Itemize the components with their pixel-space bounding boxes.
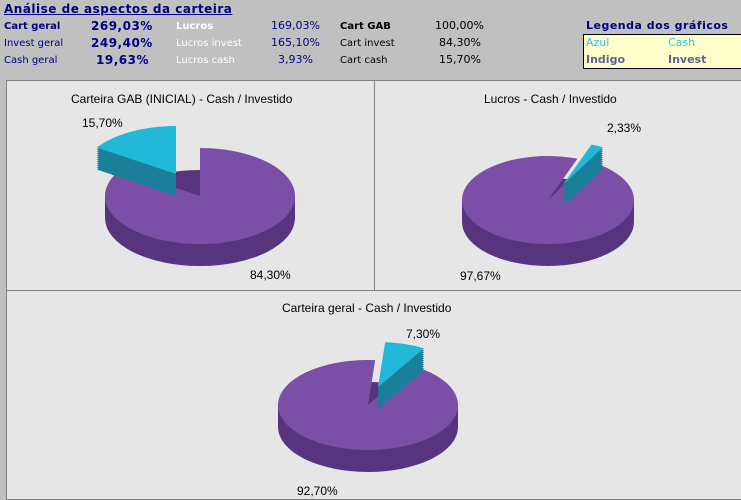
cash-label: 7,30% (406, 327, 441, 341)
pie-slice-cash (562, 144, 603, 186)
pie-side-cash (562, 152, 603, 194)
summary-value: 84,30% (439, 36, 481, 49)
summary-value: 15,70% (439, 53, 481, 66)
summary-label: Lucros cash (176, 55, 235, 66)
pie-slice-invest (462, 156, 635, 244)
summary-value: 169,03% (271, 19, 320, 32)
pie-side-cash (562, 156, 603, 198)
chart-title: Carteira geral - Cash / Investido (282, 301, 452, 315)
summary-label: Lucros (176, 21, 214, 32)
invest-label: 92,70% (297, 484, 338, 498)
pie-slice-cash (378, 342, 425, 387)
chart-title: Carteira GAB (INICIAL) - Cash / Investid… (71, 92, 293, 106)
pie-side-cash (562, 150, 603, 192)
summary-label: Invest geral (4, 38, 64, 49)
summary-label: Cash geral (4, 55, 58, 66)
invest-label: 97,67% (460, 269, 501, 283)
pie-side-cash (562, 158, 603, 200)
pie-side-cash (562, 162, 603, 204)
legend-box (583, 34, 741, 69)
summary-value: 100,00% (435, 19, 484, 32)
pie-slice-invest (104, 148, 295, 244)
summary-label: Lucros invest (176, 38, 242, 49)
pie-side-cash (562, 166, 603, 208)
legend-color-name: Indigo (586, 53, 625, 66)
summary-value: 165,10% (271, 36, 320, 49)
pie-slice-cash (96, 126, 176, 174)
summary-label: Cart geral (4, 21, 61, 32)
summary-value: 249,40% (91, 36, 153, 50)
pie-side-cash (562, 148, 603, 190)
cash-label: 15,70% (82, 116, 123, 130)
summary-label: Cart cash (340, 55, 388, 66)
legend-meaning: Invest (668, 53, 707, 66)
summary-value: 19,63% (96, 53, 149, 67)
summary-value: 3,93% (278, 53, 313, 66)
cash-label: 2,33% (607, 121, 642, 135)
pie-side-cash (562, 160, 603, 202)
pie-slice-invest (278, 360, 459, 451)
summary-value: 269,03% (91, 19, 153, 33)
pie-side-cash (562, 154, 603, 196)
legend-meaning: Cash (668, 36, 696, 49)
pie-side-cash (562, 164, 603, 206)
page-title: Análise de aspectos da carteira (4, 2, 233, 16)
chart-title: Lucros - Cash / Investido (484, 92, 617, 106)
summary-label: Cart invest (340, 38, 395, 49)
legend-color-name: Azul (586, 36, 610, 49)
invest-label: 84,30% (250, 268, 291, 282)
legend-title: Legenda dos gráficos (586, 19, 729, 32)
summary-label: Cart GAB (340, 21, 391, 32)
pie-side-cash (562, 146, 603, 188)
